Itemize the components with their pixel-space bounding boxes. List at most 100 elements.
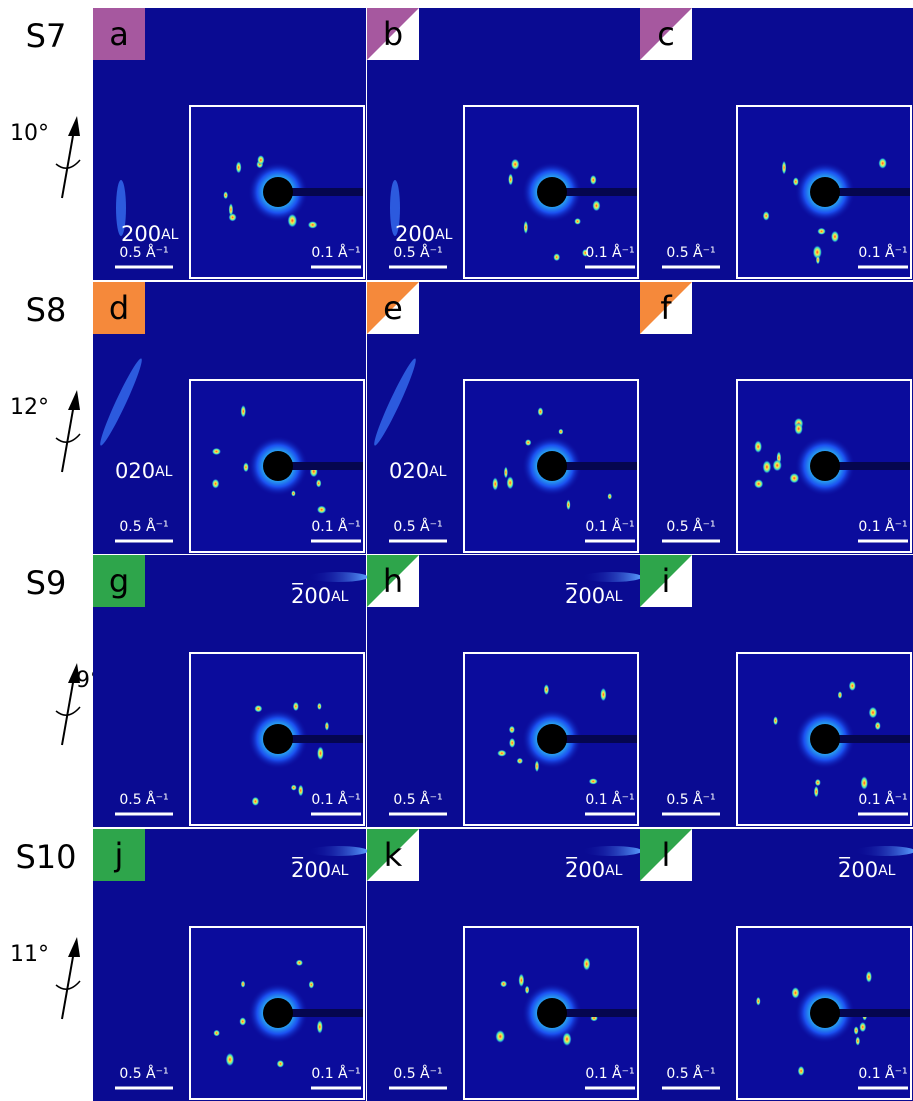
bragg-spot (317, 1020, 323, 1034)
scale-bar-label: 0.5 Å⁻¹ (666, 244, 715, 261)
bragg-spot (317, 506, 326, 514)
scale-bar-label: 0.5 Å⁻¹ (393, 791, 442, 808)
diffraction-panel: a0.5 Å⁻¹0.1 Å⁻¹200AL (93, 8, 366, 280)
panel-letter: k (384, 836, 403, 874)
bragg-spot (517, 758, 523, 764)
scale-bar-label: 0.5 Å⁻¹ (119, 518, 168, 535)
inset-scale-bar-label: 0.1 Å⁻¹ (858, 791, 907, 808)
bragg-spot (291, 490, 295, 496)
bragg-spot (814, 786, 819, 798)
bragg-spot (509, 738, 515, 748)
bragg-spot (600, 688, 606, 702)
bragg-spot (798, 1066, 805, 1076)
bragg-spot (553, 253, 560, 261)
bragg-spot (308, 221, 318, 229)
bragg-spot (518, 973, 524, 987)
bragg-spot (288, 214, 298, 228)
beam-stop (537, 998, 567, 1028)
sample-label: S9 (26, 564, 67, 602)
reflection-streak (855, 846, 913, 856)
diffraction-panel: h0.5 Å⁻¹0.1 Å⁻¹2̅00AL (367, 555, 642, 827)
bragg-spot (226, 1053, 235, 1066)
scale-bar-label: 0.5 Å⁻¹ (393, 244, 442, 261)
bragg-spot (492, 477, 498, 490)
bragg-spot (544, 684, 549, 695)
reflection-streak (308, 572, 368, 582)
bragg-spot (859, 1022, 866, 1032)
bragg-spot (854, 1026, 859, 1035)
beam-stop (537, 451, 567, 481)
sample-label: S7 (26, 17, 67, 55)
bragg-spot (590, 175, 597, 185)
diffraction-panel: i0.5 Å⁻¹0.1 Å⁻¹ (640, 555, 913, 827)
bragg-spot (212, 479, 220, 489)
panel-letter: e (383, 289, 403, 327)
scale-bar-label: 0.5 Å⁻¹ (119, 791, 168, 808)
bragg-spot (558, 429, 563, 435)
angle-label: 11° (10, 942, 49, 967)
angle-label: 10° (10, 121, 49, 146)
diffraction-panel: f0.5 Å⁻¹0.1 Å⁻¹ (640, 282, 913, 554)
reflection-index: 2̅00 (291, 856, 331, 882)
beam-stop (810, 451, 840, 481)
bragg-spot (849, 681, 856, 691)
reflection-phase: AL (605, 589, 623, 605)
bragg-spot (524, 221, 528, 234)
sample-label: S10 (15, 838, 76, 876)
bragg-spot (298, 785, 303, 797)
bragg-spot (538, 407, 544, 416)
bragg-spot (507, 476, 514, 489)
bragg-spot (754, 440, 762, 453)
diffraction-panel: b0.5 Å⁻¹0.1 Å⁻¹200AL (367, 8, 640, 280)
bragg-spot (317, 746, 324, 760)
diffraction-panel: l0.5 Å⁻¹0.1 Å⁻¹2̅00AL (640, 829, 913, 1101)
reflection-phase: AL (429, 464, 447, 480)
beam-stop (263, 724, 293, 754)
diffraction-panel: d0.5 Å⁻¹0.1 Å⁻¹020AL (93, 282, 366, 554)
inset-scale-bar-label: 0.1 Å⁻¹ (858, 518, 907, 535)
panel-letter: f (660, 289, 672, 327)
bragg-spot (817, 228, 825, 235)
bragg-spot (754, 479, 763, 488)
reflection-index: 2̅00 (291, 582, 331, 608)
reflection-streak (308, 846, 368, 856)
bragg-spot (236, 161, 242, 173)
bragg-spot (497, 750, 506, 757)
bragg-spot (756, 997, 761, 1006)
reflection-phase: AL (878, 863, 896, 879)
bragg-spot (574, 218, 581, 225)
bragg-spot (252, 797, 260, 806)
bragg-spot (816, 255, 820, 264)
scale-bar-label: 0.5 Å⁻¹ (666, 1065, 715, 1082)
inset-scale-bar-label: 0.1 Å⁻¹ (858, 1065, 907, 1082)
bragg-spot (562, 1032, 571, 1046)
bragg-spot (589, 778, 598, 784)
inset-scale-bar-label: 0.1 Å⁻¹ (585, 1065, 634, 1082)
bragg-spot (607, 493, 611, 500)
bragg-spot (592, 200, 600, 211)
bragg-spot (212, 448, 221, 455)
bragg-spot (511, 159, 520, 170)
panel-letter: d (109, 289, 129, 327)
reflection-index: 2̅00 (565, 856, 605, 882)
reflection-index: 2̅00 (838, 856, 878, 882)
bragg-spot (763, 211, 770, 221)
bragg-spot (239, 1017, 246, 1025)
bragg-spot (831, 231, 839, 243)
reflection-index: 200 (121, 222, 161, 246)
bragg-spot (855, 1036, 860, 1045)
angle-label: 12° (10, 395, 49, 420)
inset-scale-bar-label: 0.1 Å⁻¹ (585, 244, 634, 261)
bragg-spot (243, 462, 249, 472)
bragg-spot (869, 707, 878, 719)
sample-label: S8 (26, 291, 67, 329)
bragg-spot (794, 423, 803, 435)
reflection-index: 2̅00 (565, 582, 605, 608)
bragg-spot (325, 722, 329, 731)
beam-stop (537, 177, 567, 207)
bragg-spot (500, 981, 507, 988)
bragg-spot (838, 691, 843, 699)
panel-letter: g (109, 562, 129, 600)
bragg-spot (293, 702, 299, 711)
